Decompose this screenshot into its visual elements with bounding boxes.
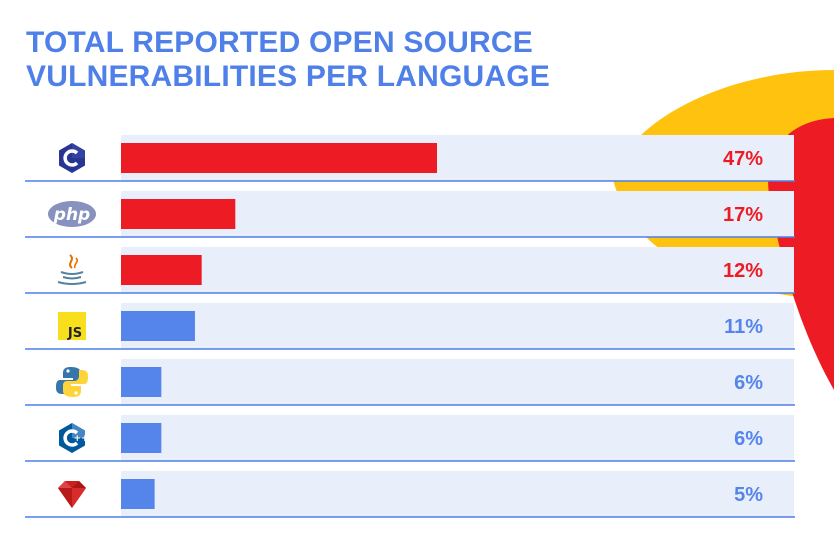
bar-track	[121, 247, 794, 293]
value-label: 5%	[734, 484, 763, 506]
decor-red-shape	[768, 118, 834, 390]
chart-title: TOTAL REPORTED OPEN SOURCE VULNERABILITI…	[26, 26, 550, 94]
svg-text:++: ++	[73, 434, 88, 444]
bar-javascript	[121, 311, 195, 341]
c-logo-icon	[59, 143, 85, 173]
bar-ruby	[121, 479, 155, 509]
svg-text:php: php	[53, 205, 90, 225]
bar-track	[121, 415, 794, 461]
value-label: 6%	[734, 428, 763, 450]
chart-title-line-1: TOTAL REPORTED OPEN SOURCE	[26, 26, 533, 59]
value-label: 6%	[734, 372, 763, 394]
bar-php	[121, 199, 236, 229]
bar-python	[121, 367, 162, 397]
bar-track	[121, 359, 794, 405]
javascript-logo-icon: JS	[58, 312, 86, 341]
bar-track	[121, 471, 794, 517]
bar-track	[121, 303, 794, 349]
ruby-logo-icon	[58, 481, 86, 508]
bar-c-	[121, 423, 162, 453]
php-logo-icon: php	[48, 201, 96, 227]
svg-text:JS: JS	[67, 326, 82, 341]
value-label: 11%	[724, 316, 763, 338]
chart-title-line-2: VULNERABILITIES PER LANGUAGE	[26, 60, 550, 93]
value-label: 12%	[723, 260, 763, 282]
bar-java	[121, 255, 202, 285]
bar-c	[121, 143, 437, 173]
cpp-logo-icon: ++	[59, 423, 89, 453]
python-logo-icon	[56, 367, 88, 397]
java-logo-icon	[57, 254, 87, 285]
value-label: 17%	[723, 204, 763, 226]
value-label: 47%	[723, 148, 763, 170]
